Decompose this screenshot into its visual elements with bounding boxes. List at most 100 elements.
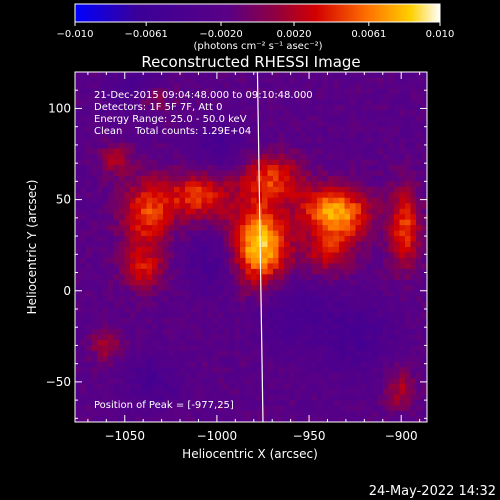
heatmap-cell [383, 405, 390, 412]
heatmap-cell [278, 236, 285, 243]
heatmap-cell [97, 350, 104, 357]
heatmap-cell [399, 378, 406, 385]
heatmap-cell [240, 361, 247, 368]
heatmap-cell [179, 77, 186, 84]
heatmap-cell [141, 236, 148, 243]
heatmap-cell [212, 252, 219, 259]
heatmap-cell [394, 197, 401, 204]
heatmap-cell [218, 219, 225, 226]
heatmap-cell [141, 274, 148, 281]
heatmap-cell [251, 345, 258, 352]
heatmap-cell [278, 356, 285, 363]
heatmap-cell [388, 115, 395, 122]
heatmap-cell [135, 115, 142, 122]
heatmap-cell [141, 214, 148, 221]
heatmap-cell [416, 268, 423, 275]
heatmap-cell [163, 263, 170, 270]
heatmap-cell [405, 110, 412, 117]
heatmap-cell [229, 268, 236, 275]
heatmap-cell [289, 378, 296, 385]
heatmap-cell [383, 274, 390, 281]
heatmap-cell [163, 126, 170, 133]
heatmap-cell [108, 279, 115, 286]
heatmap-cell [174, 318, 181, 325]
heatmap-cell [273, 230, 280, 237]
heatmap-cell [141, 121, 148, 128]
heatmap-cell [322, 400, 329, 407]
heatmap-cell [196, 104, 203, 111]
heatmap-cell [262, 378, 269, 385]
heatmap-cell [300, 93, 307, 100]
heatmap-cell [135, 197, 142, 204]
heatmap-cell [223, 378, 230, 385]
heatmap-cell [366, 154, 373, 161]
heatmap-cell [317, 323, 324, 330]
heatmap-cell [416, 416, 423, 422]
heatmap-cell [361, 329, 368, 336]
heatmap-cell [399, 323, 406, 330]
heatmap-cell [130, 312, 137, 319]
heatmap-cell [300, 307, 307, 314]
heatmap-cell [361, 378, 368, 385]
heatmap-cell [108, 411, 115, 418]
heatmap-cell [339, 126, 346, 133]
heatmap-cell [240, 115, 247, 122]
heatmap-cell [284, 143, 291, 150]
heatmap-cell [108, 208, 115, 215]
heatmap-cell [185, 72, 192, 79]
heatmap-cell [377, 88, 384, 95]
heatmap-cell [333, 257, 340, 265]
heatmap-cell [97, 110, 104, 117]
heatmap-cell [119, 318, 126, 325]
heatmap-cell [212, 110, 219, 117]
heatmap-cell [218, 110, 225, 117]
heatmap-cell [311, 334, 318, 341]
heatmap-cell [273, 394, 280, 401]
heatmap-cell [80, 257, 87, 265]
heatmap-cell [201, 252, 208, 259]
heatmap-cell [102, 186, 109, 193]
annotation-detectors: Detectors: 1F 5F 7F, Att 0 [94, 102, 222, 113]
heatmap-cell [339, 236, 346, 243]
heatmap-cell [306, 279, 313, 286]
heatmap-cell [350, 307, 357, 314]
heatmap-cell [344, 356, 351, 363]
heatmap-cell [80, 350, 87, 357]
heatmap-cell [218, 329, 225, 336]
heatmap-cell [102, 72, 109, 79]
heatmap-cell [289, 301, 296, 308]
heatmap-cell [190, 110, 197, 117]
heatmap-cell [240, 339, 247, 347]
heatmap-cell [108, 334, 115, 341]
heatmap-cell [405, 175, 412, 182]
heatmap-cell [416, 208, 423, 215]
heatmap-cell [262, 241, 269, 248]
heatmap-cell [355, 383, 362, 390]
heatmap-cell [234, 279, 241, 286]
heatmap-cell [273, 274, 280, 281]
heatmap-cell [300, 268, 307, 275]
heatmap-cell [366, 345, 373, 352]
heatmap-cell [333, 230, 340, 237]
heatmap-cell [190, 214, 197, 221]
heatmap-cell [80, 241, 87, 248]
heatmap-cell [295, 154, 302, 161]
heatmap-cell [284, 334, 291, 341]
heatmap-cell [311, 110, 318, 117]
heatmap-cell [212, 82, 219, 90]
heatmap-cell [295, 318, 302, 325]
heatmap-cell [322, 203, 329, 210]
heatmap-cell [311, 339, 318, 347]
heatmap-cell [80, 110, 87, 117]
heatmap-cell [317, 296, 324, 303]
heatmap-cell [91, 257, 98, 265]
heatmap-cell [262, 290, 269, 297]
heatmap-cell [163, 110, 170, 117]
heatmap-cell [416, 72, 423, 79]
heatmap-cell [113, 104, 120, 111]
heatmap-cell [113, 252, 120, 259]
heatmap-cell [174, 192, 181, 199]
heatmap-cell [201, 132, 208, 139]
heatmap-cell [207, 154, 214, 161]
heatmap-cell [251, 186, 258, 193]
